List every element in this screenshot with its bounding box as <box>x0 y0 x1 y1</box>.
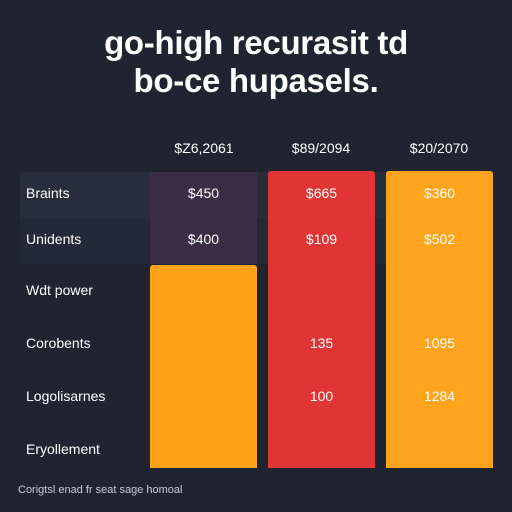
row-label: Eryollement <box>26 441 100 457</box>
column-3-bar <box>386 171 493 468</box>
column-header-2: $89/2094 <box>291 140 351 156</box>
row-label: Unidents <box>26 231 82 247</box>
column-header-3: $20/2070 <box>409 140 469 156</box>
column-1-bar <box>150 265 257 468</box>
table-cell: $360 <box>423 185 456 201</box>
table-cell: 1095 <box>423 335 456 351</box>
column-header-1: $Z6,2061 <box>174 140 234 156</box>
title-line-2: bo-ce hupasels. <box>133 62 379 99</box>
page-title: go-high recurasit td bo-ce hupasels. <box>0 24 512 100</box>
column-2-bar <box>268 171 375 468</box>
table-cell: 100 <box>309 388 334 404</box>
table-cell: 135 <box>309 335 334 351</box>
row-label: Logolisarnes <box>26 388 106 404</box>
footer-caption: Corigtsl enad fr seat sage homoal <box>18 484 183 496</box>
table-cell: $450 <box>187 185 220 201</box>
row-label: Braints <box>26 185 70 201</box>
table-cell: 1284 <box>423 388 456 404</box>
title-line-1: go-high recurasit td <box>104 24 408 61</box>
table-cell: $109 <box>305 231 338 247</box>
table-cell: $502 <box>423 231 456 247</box>
table-cell: $665 <box>305 185 338 201</box>
row-label: Corobents <box>26 335 91 351</box>
row-label: Wdt power <box>26 282 93 298</box>
column-1-top-block <box>150 172 257 264</box>
table-cell: $400 <box>187 231 220 247</box>
